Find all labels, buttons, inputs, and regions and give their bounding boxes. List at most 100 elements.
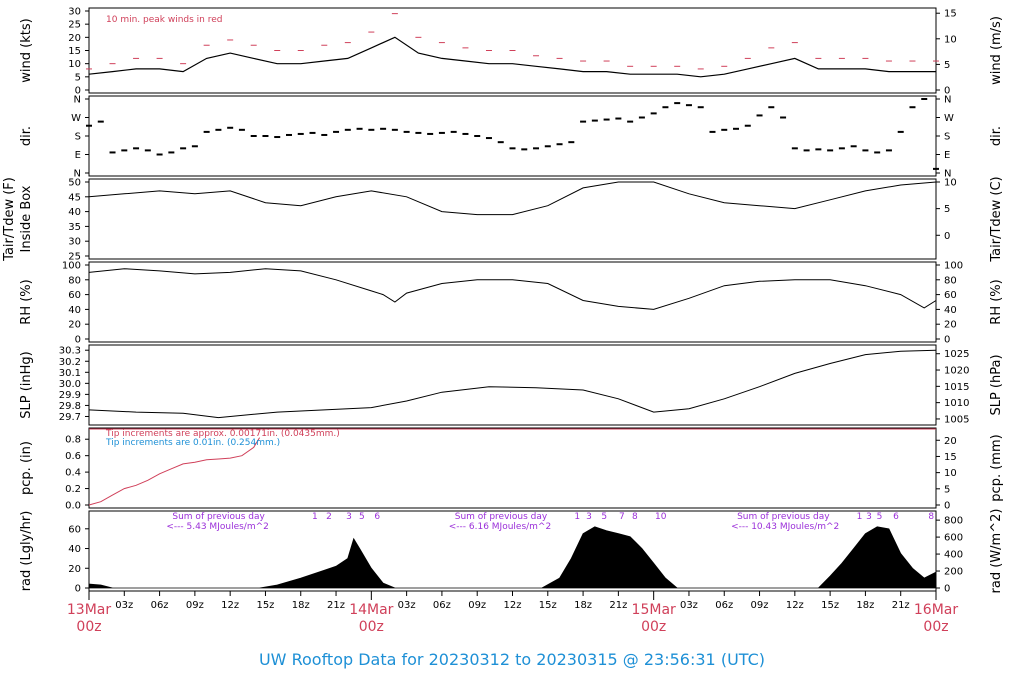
temp-ytick-label-right: 0	[944, 231, 950, 242]
rad-day-sum-title: Sum of previous day	[172, 512, 265, 522]
wind-ytick-label-left: 10	[68, 59, 81, 70]
rad-hour-mark: 8	[928, 512, 934, 522]
temp-ytick-label-left: 50	[68, 178, 81, 189]
rad-ytick-label-right: 0	[944, 584, 950, 595]
rh-ytick-label-right: 60	[944, 290, 957, 301]
slp-ytick-label-left: 29.8	[59, 401, 81, 412]
rh-ytick-label-left: 80	[68, 275, 81, 286]
slp-ytick-label-right: 1005	[944, 414, 969, 425]
rad-hour-mark: 1	[857, 512, 863, 522]
slp-ytick-label-left: 29.7	[59, 412, 81, 423]
rh-ytick-label-left: 20	[68, 320, 81, 331]
slp-panel-frame	[88, 344, 937, 426]
x-tick-label: 09z	[468, 600, 486, 611]
x-tick-label: 06z	[715, 600, 733, 611]
dir-ytick-label-left: S	[75, 132, 81, 143]
temp-ytick-label-left: 35	[68, 222, 81, 233]
rad-series-area	[88, 526, 937, 589]
temp-ytick-label-left: 30	[68, 237, 81, 248]
x-day-label-hour: 00z	[923, 619, 948, 635]
x-tick-label: 06z	[433, 600, 451, 611]
rad-day-sum-value: <--- 10.43 MJoules/m^2	[731, 522, 839, 532]
wind-ytick-label-right: 0	[944, 86, 950, 97]
slp-ytick-label-right: 1025	[944, 349, 969, 360]
rad-ylabel-right: rad (W/m^2)	[989, 509, 1004, 594]
wind-ytick-label-left: 25	[68, 20, 81, 31]
pcp-annotation-red: Tip increments are approx. 0.00171in. (0…	[105, 429, 340, 439]
dir-ytick-label-left: N	[74, 169, 81, 180]
pcp-ytick-label-right: 0	[944, 501, 950, 512]
rh-ytick-label-right: 40	[944, 305, 957, 316]
x-tick-label: 21z	[609, 600, 627, 611]
wind-ylabel-right: wind (m/s)	[989, 16, 1004, 85]
pcp-ytick-label-left: 0.6	[65, 451, 81, 462]
dir-ytick-label-right: E	[944, 150, 950, 161]
dir-ytick-label-right: N	[944, 169, 951, 180]
dir-ytick-label-left: W	[71, 113, 81, 124]
rad-day-sum-title: Sum of previous day	[737, 512, 830, 522]
dir-ytick-label-right: W	[944, 113, 954, 124]
dir-ytick-label-left: E	[75, 150, 81, 161]
slp-ytick-label-left: 30.1	[59, 368, 81, 379]
rad-hour-mark: 6	[893, 512, 899, 522]
pcp-ytick-label-left: 0.4	[65, 468, 81, 479]
x-tick-label: 12z	[786, 600, 804, 611]
rad-ytick-label-right: 800	[944, 516, 963, 527]
wind-ytick-label-right: 5	[944, 60, 950, 71]
rad-hour-mark: 1	[312, 512, 318, 522]
slp-ytick-label-right: 1020	[944, 366, 969, 377]
rad-hour-mark: 10	[655, 512, 667, 522]
wind-ytick-label-left: 5	[75, 72, 81, 83]
x-day-label-hour: 00z	[359, 619, 384, 635]
dir-panel-frame	[88, 95, 937, 177]
temp-ytick-label-left: 45	[68, 192, 81, 203]
rh-panel-frame	[88, 261, 937, 343]
rad-hour-mark: 7	[619, 512, 625, 522]
dir-ylabel-left: dir.	[19, 126, 34, 146]
wind-series-line	[88, 36, 936, 78]
pcp-ytick-label-left: 0.2	[65, 484, 81, 495]
wind-ytick-label-left: 30	[68, 7, 81, 18]
pcp-ytick-label-left: 0.8	[65, 435, 81, 446]
temp-ytick-label-right: 5	[944, 204, 950, 215]
chart-title: UW Rooftop Data for 20230312 to 20230315…	[259, 650, 765, 669]
rad-hour-mark: 6	[374, 512, 380, 522]
pcp-ytick-label-right: 5	[944, 484, 950, 495]
slp-ylabel-left: SLP (inHg)	[19, 351, 34, 419]
x-tick-label: 03z	[115, 600, 133, 611]
temp-ylabel-left: Tair/Tdew (F)	[2, 177, 17, 262]
rh-ytick-label-right: 100	[944, 261, 963, 272]
rh-ylabel-left: RH (%)	[19, 279, 34, 324]
slp-ytick-label-left: 29.9	[59, 390, 81, 401]
x-tick-label: 15z	[256, 600, 274, 611]
rh-ytick-label-right: 80	[944, 275, 957, 286]
dir-ylabel-right: dir.	[989, 126, 1004, 146]
temp-series-line	[88, 181, 937, 216]
rad-hour-mark: 3	[346, 512, 352, 522]
x-tick-label: 03z	[680, 600, 698, 611]
rad-hour-mark: 5	[877, 512, 883, 522]
slp-ytick-label-left: 30.0	[59, 379, 81, 390]
rad-ylabel-left: rad (Lgly/hr)	[19, 511, 34, 592]
slp-ytick-label-right: 1015	[944, 382, 969, 393]
rad-hour-mark: 8	[632, 512, 638, 522]
rh-ylabel-right: RH (%)	[989, 279, 1004, 324]
wind-ylabel-left: wind (kts)	[19, 18, 34, 82]
rh-ytick-label-right: 0	[944, 335, 950, 346]
slp-ytick-label-left: 30.3	[59, 346, 81, 357]
rad-ytick-label-left: 40	[68, 544, 81, 555]
slp-ytick-label-left: 30.2	[59, 357, 81, 368]
dir-ytick-label-right: S	[944, 132, 950, 143]
rad-hour-mark: 2	[326, 512, 332, 522]
rad-day-sum-title: Sum of previous day	[455, 512, 548, 522]
rad-ytick-label-right: 200	[944, 567, 963, 578]
rad-ytick-label-right: 400	[944, 550, 963, 561]
wind-annotation: 10 min. peak winds in red	[106, 15, 223, 25]
x-tick-label: 03z	[398, 600, 416, 611]
rad-ytick-label-left: 60	[68, 524, 81, 535]
x-tick-label: 12z	[221, 600, 239, 611]
x-day-label-hour: 00z	[76, 619, 101, 635]
x-tick-label: 09z	[751, 600, 769, 611]
